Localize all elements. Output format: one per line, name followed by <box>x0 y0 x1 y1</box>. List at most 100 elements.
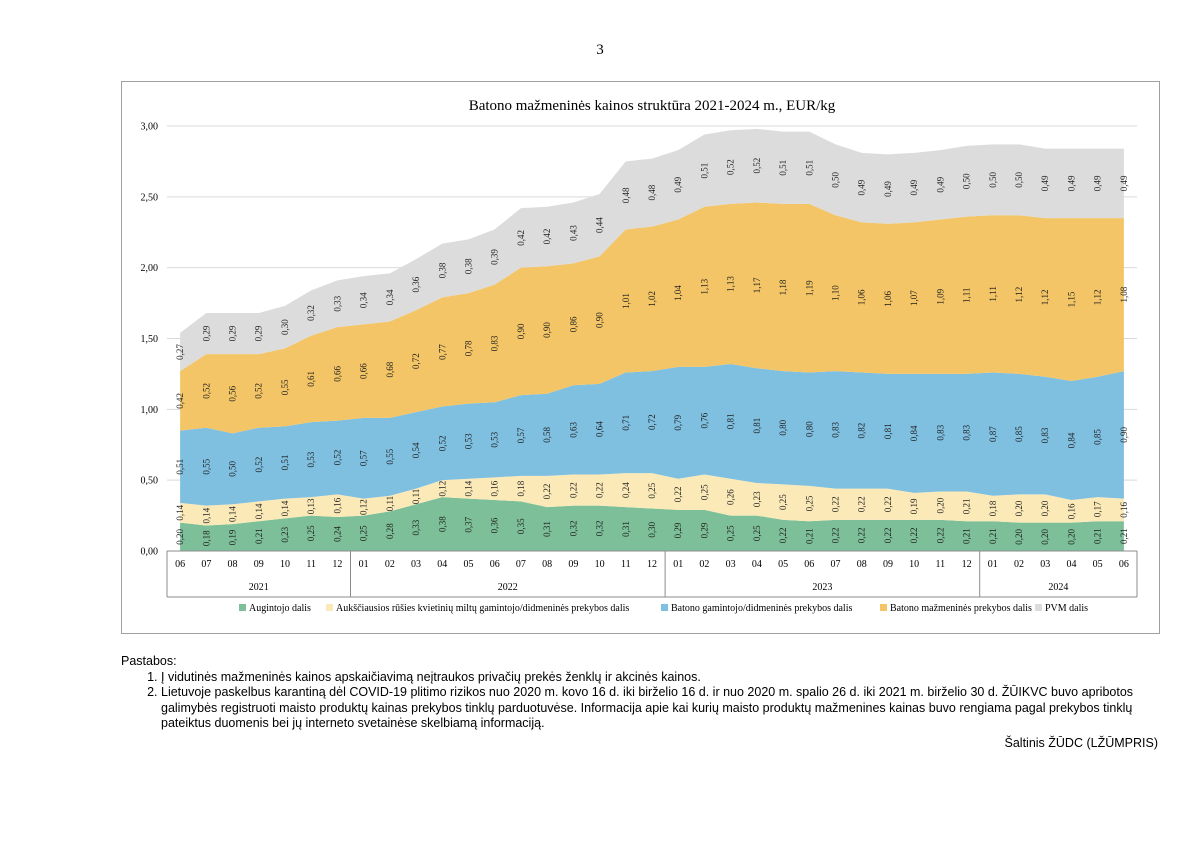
data-label: 0,22 <box>857 496 867 512</box>
data-label: 0,86 <box>568 316 578 332</box>
data-label: 0,52 <box>201 383 211 399</box>
x-tick-label: 03 <box>1040 559 1050 570</box>
data-label: 0,48 <box>621 187 631 203</box>
data-label: 0,53 <box>463 433 473 449</box>
x-tick-label: 03 <box>726 559 736 570</box>
legend-label: Batono mažmeninės prekybos dalis <box>890 603 1032 614</box>
data-label: 0,21 <box>254 528 264 544</box>
data-label: 0,53 <box>306 451 316 467</box>
year-label: 2023 <box>812 582 832 593</box>
x-tick-label: 06 <box>490 559 500 570</box>
data-label: 0,22 <box>831 496 841 512</box>
legend-label: Augintojo dalis <box>249 603 311 614</box>
area-series-1 <box>180 497 1124 551</box>
data-label: 0,44 <box>595 217 605 233</box>
data-label: 0,16 <box>490 480 500 496</box>
x-tick-label: 12 <box>962 559 972 570</box>
data-label: 0,14 <box>280 500 290 516</box>
data-label: 0,52 <box>726 159 736 175</box>
data-label: 0,20 <box>175 528 185 544</box>
data-label: 0,85 <box>1014 426 1024 442</box>
data-label: 0,49 <box>935 176 945 192</box>
data-label: 0,24 <box>621 482 631 498</box>
data-label: 0,61 <box>306 371 316 387</box>
data-label: 0,54 <box>411 442 421 458</box>
data-label: 0,29 <box>228 325 238 341</box>
x-tick-label: 10 <box>595 559 605 570</box>
note-item-1: Į vidutinės mažmeninės kainos apskaičiav… <box>161 670 1160 686</box>
data-label: 0,29 <box>201 325 211 341</box>
data-label: 0,53 <box>490 431 500 447</box>
area-series-3 <box>180 364 1124 506</box>
y-tick-label: 0,50 <box>141 476 159 487</box>
year-label: 2024 <box>1048 582 1068 593</box>
data-label: 0,64 <box>595 421 605 437</box>
data-label: 1,11 <box>962 288 972 303</box>
data-label: 0,32 <box>595 520 605 536</box>
data-label: 0,16 <box>1066 503 1076 519</box>
data-label: 0,42 <box>516 230 526 246</box>
legend-swatch <box>239 604 246 611</box>
x-tick-label: 08 <box>542 559 552 570</box>
x-tick-label: 10 <box>909 559 919 570</box>
data-label: 0,13 <box>306 498 316 514</box>
data-label: 0,80 <box>804 421 814 437</box>
data-label: 0,79 <box>673 414 683 430</box>
data-label: 1,07 <box>909 290 919 306</box>
data-label: 0,35 <box>516 518 526 534</box>
data-label: 0,52 <box>332 450 342 466</box>
x-tick-label: 11 <box>621 559 631 570</box>
data-label: 0,25 <box>359 525 369 541</box>
data-label: 0,29 <box>673 522 683 538</box>
data-label: 0,50 <box>228 460 238 476</box>
data-label: 0,82 <box>857 423 867 439</box>
data-label: 0,51 <box>778 160 788 176</box>
data-label: 0,83 <box>962 424 972 440</box>
page-number: 3 <box>596 42 604 58</box>
x-tick-label: 05 <box>778 559 788 570</box>
source-note: Šaltinis ŽŪDC (LŽŪMPRIS) <box>1004 736 1159 750</box>
data-label: 0,57 <box>516 427 526 443</box>
data-label: 0,51 <box>280 455 290 471</box>
data-label: 1,13 <box>726 276 736 292</box>
x-tick-label: 09 <box>568 559 578 570</box>
y-tick-label: 2,50 <box>141 192 159 203</box>
data-label: 0,28 <box>385 523 395 539</box>
data-label: 0,90 <box>542 322 552 338</box>
data-label: 0,49 <box>883 181 893 197</box>
data-label: 0,12 <box>437 481 447 497</box>
x-tick-label: 07 <box>516 559 526 570</box>
data-label: 0,56 <box>228 385 238 401</box>
data-label: 0,36 <box>490 517 500 533</box>
data-label: 0,36 <box>411 276 421 292</box>
data-label: 0,84 <box>1066 432 1076 448</box>
x-tick-label: 12 <box>332 559 342 570</box>
data-label: 0,21 <box>1119 528 1129 544</box>
data-label: 1,01 <box>621 293 631 309</box>
data-label: 0,42 <box>542 229 552 245</box>
data-label: 0,78 <box>463 340 473 356</box>
data-label: 0,90 <box>595 312 605 328</box>
data-label: 0,19 <box>228 529 238 545</box>
data-label: 0,20 <box>1040 528 1050 544</box>
y-tick-label: 1,50 <box>141 334 159 345</box>
data-label: 0,30 <box>647 521 657 537</box>
data-label: 0,22 <box>568 482 578 498</box>
data-label: 0,21 <box>962 528 972 544</box>
data-label: 0,11 <box>411 489 421 504</box>
y-tick-label: 3,00 <box>141 122 159 133</box>
data-label: 0,49 <box>857 179 867 195</box>
data-label: 0,81 <box>883 423 893 439</box>
data-label: 0,18 <box>516 480 526 496</box>
x-tick-label: 06 <box>175 559 185 570</box>
data-label: 0,20 <box>1040 500 1050 516</box>
x-tick-label: 03 <box>411 559 421 570</box>
data-label: 0,39 <box>490 249 500 265</box>
data-label: 0,22 <box>831 528 841 544</box>
note-item-2: Lietuvoje paskelbus karantiną dėl COVID-… <box>161 685 1160 732</box>
data-label: 0,90 <box>516 323 526 339</box>
chart-title: Batono mažmeninės kainos struktūra 2021-… <box>469 98 836 114</box>
data-label: 0,16 <box>1119 502 1129 518</box>
data-label: 1,06 <box>857 289 867 305</box>
data-label: 0,22 <box>673 486 683 502</box>
